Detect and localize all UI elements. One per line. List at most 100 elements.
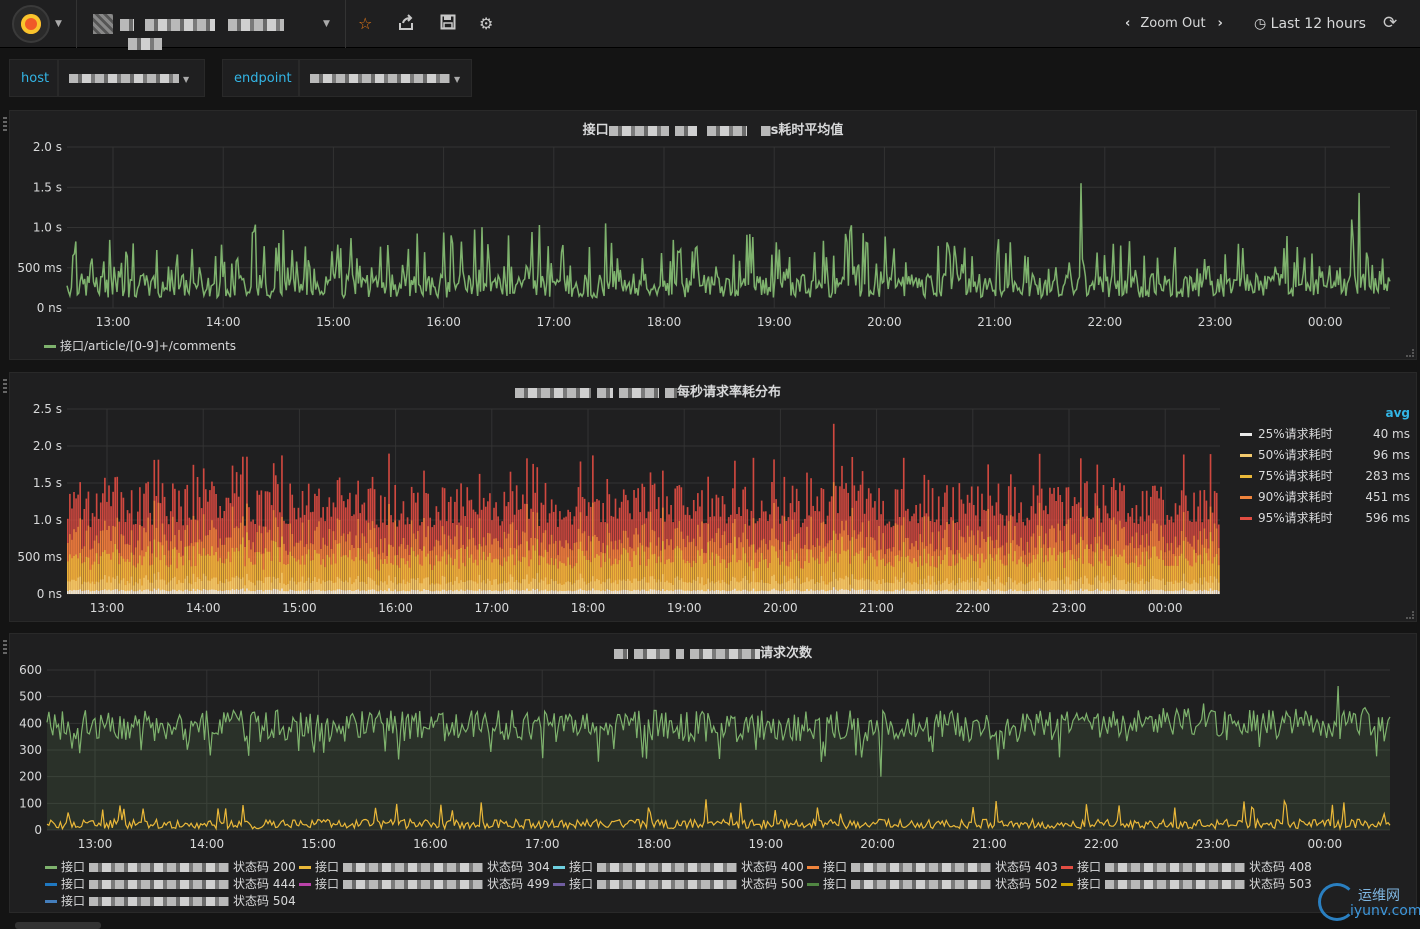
- legend-item[interactable]: 接口 状态码 403: [807, 858, 1058, 875]
- drag-handle-icon[interactable]: [3, 379, 7, 393]
- bar: [309, 590, 312, 594]
- legend-item[interactable]: 50%请求耗时 96 ms: [1240, 445, 1410, 466]
- bar: [1211, 563, 1214, 594]
- bar: [911, 590, 913, 594]
- bar: [281, 572, 283, 594]
- bar: [330, 590, 333, 594]
- bar: [896, 589, 899, 594]
- bar: [1141, 589, 1144, 594]
- zoom-out-control[interactable]: ‹ Zoom Out ›: [1125, 14, 1223, 34]
- bar: [410, 578, 413, 594]
- bar: [872, 590, 874, 594]
- bar: [495, 558, 497, 594]
- legend-item[interactable]: 接口 状态码 444: [45, 875, 296, 892]
- bar: [83, 562, 86, 594]
- caret-down-icon[interactable]: ▼: [323, 19, 330, 29]
- dashboard-title-redacted[interactable]: [120, 14, 320, 50]
- var-host-select[interactable]: ▼: [58, 59, 205, 97]
- bar: [1040, 576, 1043, 594]
- chevron-left-icon[interactable]: ‹: [1125, 16, 1131, 31]
- bar: [474, 559, 477, 594]
- bar: [256, 589, 259, 594]
- bar: [946, 547, 948, 594]
- bar: [830, 590, 833, 594]
- x-tick-label: 17:00: [525, 837, 560, 851]
- bar: [149, 590, 152, 594]
- legend-item[interactable]: 接口 状态码 408: [1061, 858, 1312, 875]
- legend-item[interactable]: 90%请求耗时 451 ms: [1240, 487, 1410, 508]
- legend-series-name: 50%请求耗时: [1258, 448, 1333, 462]
- bar: [332, 590, 335, 594]
- caret-down-icon[interactable]: ▼: [55, 19, 62, 29]
- resize-handle-icon[interactable]: [1406, 611, 1414, 619]
- share-icon[interactable]: [398, 14, 415, 36]
- legend-item[interactable]: 25%请求耗时 40 ms: [1240, 424, 1410, 445]
- legend-header-avg[interactable]: avg: [1385, 406, 1410, 420]
- bar: [1082, 583, 1084, 594]
- bar: [184, 578, 187, 594]
- bar: [268, 551, 271, 594]
- bar: [719, 590, 722, 594]
- scrollbar[interactable]: [15, 922, 101, 929]
- bar: [1123, 589, 1125, 594]
- legend-item[interactable]: 接口 状态码 500: [553, 875, 804, 892]
- bar: [1211, 590, 1214, 594]
- legend-item[interactable]: 75%请求耗时 283 ms: [1240, 466, 1410, 487]
- bar: [1084, 589, 1086, 594]
- bar: [939, 564, 942, 594]
- bar: [519, 583, 522, 594]
- bar: [130, 552, 133, 594]
- bar: [328, 557, 331, 594]
- refresh-icon[interactable]: ⟳: [1383, 13, 1398, 33]
- bar: [1178, 556, 1181, 594]
- bar: [734, 536, 736, 594]
- bar: [804, 561, 806, 594]
- legend-item[interactable]: 接口 状态码 304: [299, 858, 550, 875]
- dashboard-icon[interactable]: [93, 14, 113, 34]
- bar: [740, 581, 742, 594]
- bar: [75, 590, 77, 594]
- bar: [484, 590, 487, 594]
- gear-icon[interactable]: ⚙: [479, 14, 494, 33]
- legend-item[interactable]: 接口 状态码 400: [553, 858, 804, 875]
- drag-handle-icon[interactable]: [3, 640, 7, 654]
- save-icon[interactable]: [440, 14, 456, 35]
- bar: [748, 566, 751, 594]
- y-tick-label: 1.5 s: [33, 476, 62, 490]
- bar: [783, 575, 786, 594]
- panel-title[interactable]: 每秒请求率耗分布: [10, 381, 1416, 400]
- legend-item[interactable]: 接口 状态码 503: [1061, 875, 1312, 892]
- grafana-logo-icon[interactable]: [12, 5, 50, 43]
- bar: [480, 559, 483, 594]
- bar: [707, 542, 709, 594]
- bar: [1135, 590, 1138, 594]
- legend-item[interactable]: 接口 状态码 502: [807, 875, 1058, 892]
- panel-title[interactable]: 接口 s耗时平均值: [582, 123, 844, 138]
- bar: [1162, 578, 1164, 594]
- time-range-picker[interactable]: ◷ Last 12 hours: [1254, 14, 1366, 34]
- bar: [423, 589, 425, 594]
- legend-item[interactable]: 95%请求耗时 596 ms: [1240, 508, 1410, 529]
- bar: [721, 579, 724, 594]
- bar: [159, 560, 162, 594]
- resize-handle-icon[interactable]: [1406, 349, 1414, 357]
- legend-item[interactable]: 接口 状态码 499: [299, 875, 550, 892]
- bar: [1104, 582, 1107, 594]
- drag-handle-icon[interactable]: [3, 117, 7, 131]
- bar: [705, 591, 707, 594]
- var-endpoint-select[interactable]: ▼: [299, 59, 472, 97]
- legend-item[interactable]: 接口 状态码 504: [45, 892, 296, 909]
- bar: [692, 560, 695, 594]
- legend-item[interactable]: 接口/article/[0-9]+/comments: [44, 337, 236, 354]
- bar: [1077, 558, 1080, 594]
- bar: [357, 548, 359, 594]
- bar: [384, 559, 386, 594]
- bar: [828, 582, 831, 594]
- chevron-right-icon[interactable]: ›: [1217, 16, 1223, 31]
- bar: [281, 536, 283, 594]
- panel-title[interactable]: 请求次数: [10, 642, 1416, 661]
- zoom-out-button[interactable]: Zoom Out: [1140, 16, 1206, 31]
- star-icon[interactable]: ☆: [358, 14, 373, 33]
- bar: [104, 550, 106, 594]
- legend-item[interactable]: 接口 状态码 200: [45, 858, 296, 875]
